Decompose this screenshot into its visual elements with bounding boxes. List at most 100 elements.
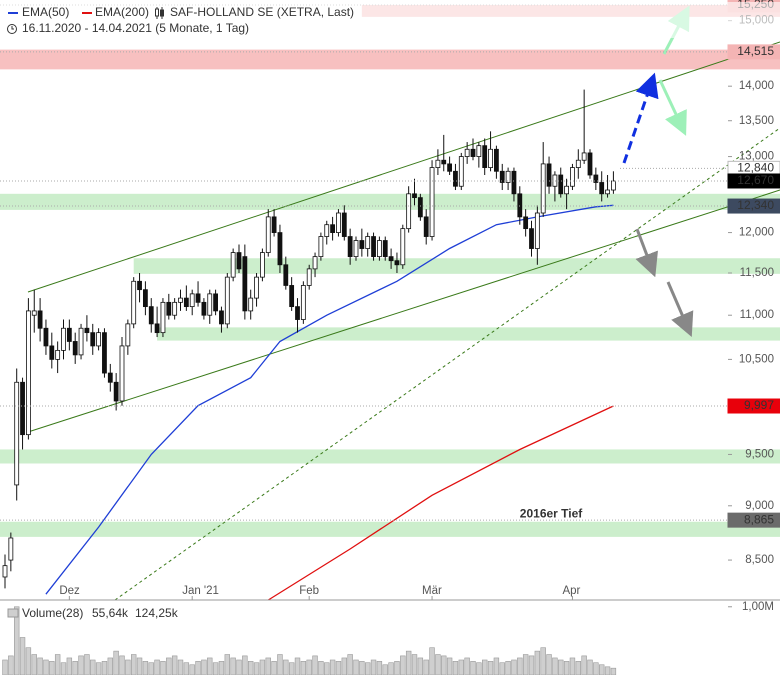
candle-body <box>505 170 511 183</box>
volume-bar <box>370 659 377 675</box>
volume-bar <box>31 654 37 675</box>
legend-entry: EMA(50) <box>22 5 69 19</box>
channel-lower <box>27 189 780 433</box>
candle-body <box>605 189 610 195</box>
candle-body <box>359 240 365 249</box>
candle-body <box>8 537 14 561</box>
candle-body <box>511 170 517 195</box>
volume-bar <box>142 661 149 675</box>
volume-bar <box>113 650 119 675</box>
volume-bar <box>90 659 96 675</box>
candle-body <box>113 381 119 402</box>
volume-bar <box>341 657 347 675</box>
volume-bar <box>19 637 26 675</box>
y-tick-label: 9,000 <box>745 500 774 512</box>
volume-bar <box>277 654 283 675</box>
candle-body <box>84 327 90 334</box>
candle-body <box>125 323 131 347</box>
candle-body <box>347 236 353 258</box>
candle-body <box>37 310 43 329</box>
candle-body <box>178 297 183 303</box>
candle-body <box>300 285 306 320</box>
legend-bg <box>0 2 780 38</box>
candle-body <box>242 256 248 312</box>
volume-bar <box>43 659 49 675</box>
volume-bar <box>499 662 505 675</box>
volume-bar <box>394 661 400 675</box>
volume-bar <box>253 662 260 675</box>
volume-bar <box>376 661 383 675</box>
candle-body <box>517 193 523 218</box>
candle-body <box>183 297 189 308</box>
candle-body <box>2 565 8 578</box>
volume-bar <box>306 659 312 675</box>
volume-bar <box>8 655 14 675</box>
annotation: 2016er Tief <box>520 506 583 520</box>
candle-body <box>482 145 488 168</box>
volume-bar <box>131 654 137 675</box>
volume-bar <box>224 654 230 675</box>
candle-body <box>599 182 605 195</box>
candle-body <box>441 159 447 165</box>
candle-body <box>435 159 441 168</box>
volume-bar <box>552 657 558 675</box>
candle-body <box>558 174 564 195</box>
candle-body <box>371 236 376 258</box>
volume-bar <box>160 661 166 675</box>
candle-body <box>102 332 107 374</box>
candle-body <box>283 264 289 286</box>
level-label: 12,670 <box>737 173 774 187</box>
candle-body <box>458 156 464 187</box>
candle-body <box>131 280 137 325</box>
volume-bar <box>604 666 611 675</box>
candle-body <box>611 180 616 191</box>
candle-body <box>72 341 78 356</box>
volume-bar <box>598 664 605 675</box>
candle-body <box>593 174 599 183</box>
candle-body <box>259 252 265 278</box>
candle-body <box>365 236 371 249</box>
volume-bar <box>435 654 441 675</box>
volume-bar <box>54 654 61 675</box>
candle-body <box>540 163 546 214</box>
level-label: 9,997 <box>744 398 774 412</box>
volume-bar <box>166 657 172 675</box>
volume-bar <box>569 657 576 675</box>
volume-bar <box>417 657 424 675</box>
candle-body <box>195 293 201 303</box>
y-tick-label: 11,000 <box>740 309 774 321</box>
candle-body <box>49 345 55 360</box>
candle-body <box>289 285 295 308</box>
candle-body <box>412 193 417 199</box>
candle-body <box>61 327 66 351</box>
candle-body <box>546 163 552 187</box>
candle-body <box>394 260 400 266</box>
volume-bar <box>2 659 8 675</box>
volume-bar <box>593 662 599 675</box>
volume-bar <box>189 664 195 675</box>
volume-bar <box>318 661 324 675</box>
volume-bar <box>411 654 418 675</box>
volume-bar <box>288 662 295 675</box>
candle-body <box>96 332 101 347</box>
candle-body <box>382 240 388 258</box>
candle-body <box>470 148 476 157</box>
volume-bar <box>248 661 254 675</box>
volume-bar <box>382 664 388 675</box>
volume-bar <box>283 659 289 675</box>
arrow-down <box>635 228 658 278</box>
volume-bar <box>353 659 359 675</box>
x-tick-label: Apr <box>562 585 580 597</box>
candle-body <box>406 193 412 230</box>
clock-icon <box>7 24 17 34</box>
volume-bar <box>72 661 78 675</box>
volume-bar <box>294 657 301 675</box>
candle-body <box>318 236 324 258</box>
candle-body <box>160 301 166 334</box>
volume-bar <box>37 657 43 675</box>
volume-bar <box>201 659 207 675</box>
candle-body <box>388 256 394 262</box>
zone <box>0 49 780 70</box>
volume-bar <box>107 657 114 675</box>
volume-bar <box>458 659 464 675</box>
